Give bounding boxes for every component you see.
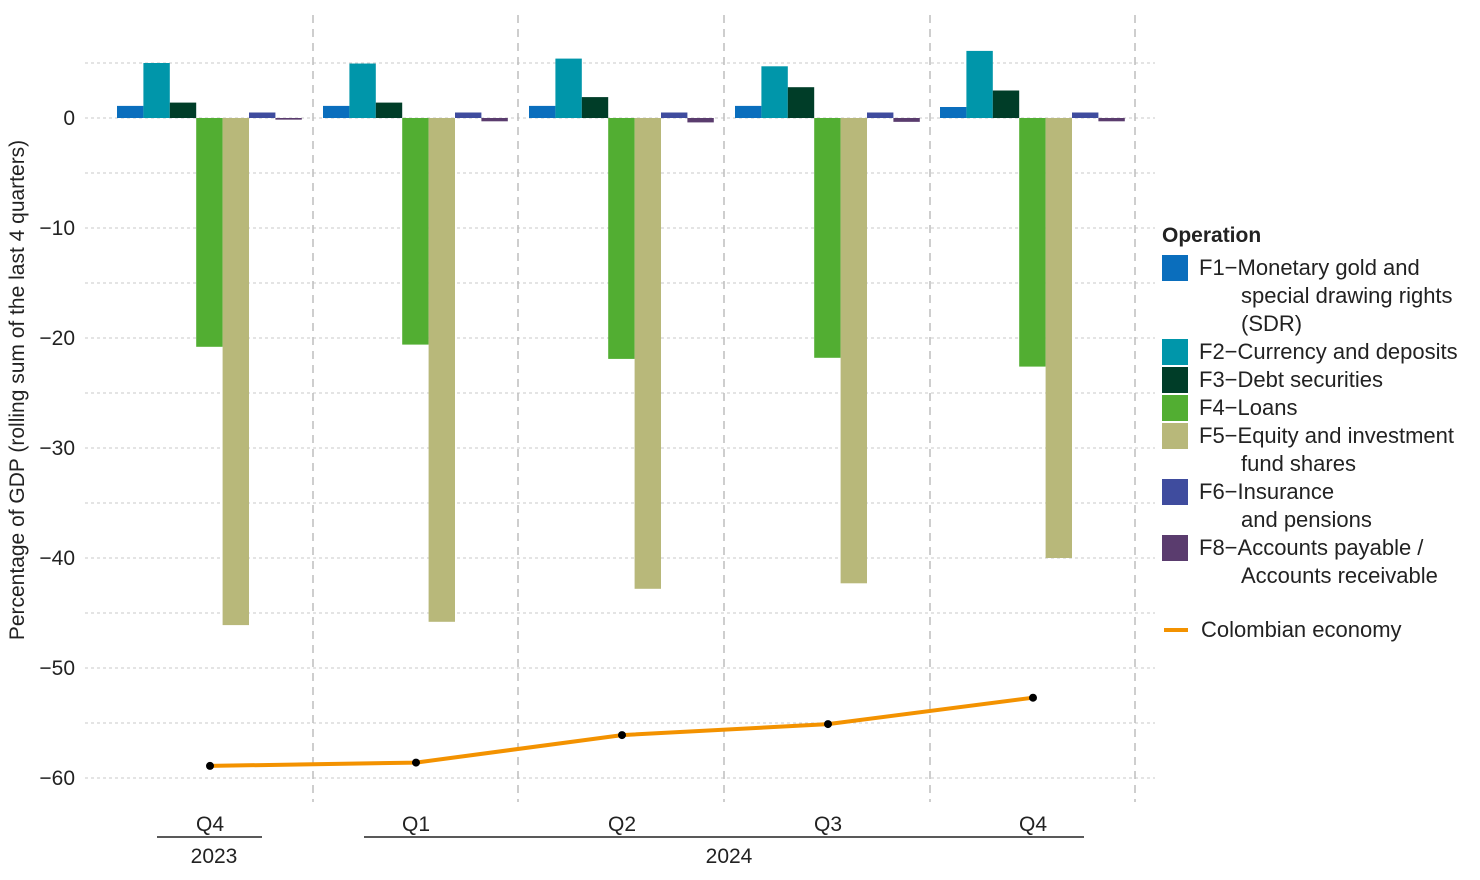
legend-label: Colombian economy [1201, 617, 1402, 642]
legend-label-line: special drawing rights [1241, 283, 1453, 308]
line-point [618, 731, 626, 740]
bar-f8 [481, 118, 508, 122]
legend-item: F3−Debt securities [1162, 366, 1458, 394]
legend-label-line: Accounts receivable [1241, 563, 1438, 588]
legend-label-line: (SDR) [1241, 311, 1303, 336]
legend-item: F6−Insurance and pensions [1162, 478, 1458, 534]
bar-f6 [249, 112, 276, 118]
bar-f6 [455, 112, 482, 118]
legend-label: F8−Accounts payable / Accounts receivable [1199, 534, 1438, 590]
legend-item: F4−Loans [1162, 394, 1458, 422]
x-tick-label: Q3 [814, 813, 842, 836]
bar-f2 [143, 63, 170, 118]
chart-plot: 0 −10 −20 −30 −40 −50 −60 Percentage of GDP (ro… [6, 15, 1155, 868]
legend-label: F1−Monetary gold and special drawing righ… [1199, 254, 1453, 338]
legend-label: F5−Equity and investment fund shares [1199, 422, 1454, 478]
legend-label-line: fund shares [1241, 451, 1356, 476]
legend-label-line: F2−Currency and deposits [1199, 339, 1458, 364]
legend-label: F4−Loans [1199, 394, 1297, 422]
legend-label-line: F5−Equity and investment [1199, 423, 1454, 448]
bar-f8 [275, 118, 302, 120]
legend-swatch [1162, 479, 1188, 505]
legend-title: Operation [1162, 224, 1262, 247]
y-tick-label: −50 [39, 657, 75, 680]
legend-label-line: and pensions [1241, 507, 1372, 532]
legend-item: F5−Equity and investment fund shares [1162, 422, 1458, 478]
bar-f5 [1045, 118, 1072, 558]
bar-f1 [735, 105, 762, 118]
bar-f5 [840, 118, 867, 584]
bar-f3 [787, 87, 815, 118]
bar-f3 [992, 90, 1020, 118]
bar-f8 [687, 118, 714, 123]
legend-swatch [1162, 255, 1188, 281]
legend-swatch [1162, 339, 1188, 365]
bar-f8 [893, 118, 920, 122]
x-tick-label: Q4 [196, 813, 224, 836]
legend-item-line: Colombian economy [1162, 616, 1458, 644]
y-tick-label: −60 [39, 767, 75, 790]
legend-label: F3−Debt securities [1199, 366, 1383, 394]
x-tick-label: Q1 [402, 813, 430, 836]
y-tick-label: −40 [39, 547, 75, 570]
legend-item: F2−Currency and deposits [1162, 338, 1458, 366]
legend-label-line: F3−Debt securities [1199, 367, 1384, 392]
bar-f3 [169, 102, 197, 118]
bar-f5 [428, 118, 455, 622]
y-axis-label: Percentage of GDP (rolling sum of the la… [6, 140, 29, 640]
year-label: 2023 [191, 845, 238, 868]
legend: Operation F1−Monetary gold and special dr… [1162, 224, 1458, 644]
legend-item: F1−Monetary gold and special drawing righ… [1162, 254, 1458, 338]
legend-label-line: F1−Monetary gold and [1199, 255, 1420, 280]
bar-f2 [349, 63, 376, 118]
legend-swatch [1162, 535, 1188, 561]
legend-label-line: F4−Loans [1199, 395, 1298, 420]
bar-f3 [581, 97, 609, 118]
legend-swatch [1162, 367, 1188, 393]
bar-f4 [1019, 118, 1046, 367]
line-point [206, 761, 214, 770]
bar-f4 [608, 118, 635, 359]
bar-f1 [117, 105, 144, 118]
bar-f5 [222, 118, 249, 626]
bar-f5 [634, 118, 661, 589]
bar-f1 [940, 107, 967, 118]
bar-f2 [555, 58, 582, 118]
legend-swatch [1162, 423, 1188, 449]
bar-f4 [196, 118, 223, 347]
legend-label: F2−Currency and deposits [1199, 338, 1458, 366]
bar-f2 [761, 66, 788, 118]
x-tick-label: Q4 [1019, 813, 1047, 836]
legend-label-line: F8−Accounts payable / [1199, 535, 1424, 560]
bar-f6 [867, 112, 894, 118]
bar-f6 [661, 112, 688, 118]
year-label: 2024 [706, 845, 753, 868]
legend-line-swatch [1164, 628, 1188, 632]
line-point [1029, 693, 1037, 702]
legend-item: F8−Accounts payable / Accounts receivable [1162, 534, 1458, 590]
legend-label-line: F6−Insurance [1199, 479, 1335, 504]
line-point [412, 758, 420, 767]
y-tick-label: −30 [39, 437, 75, 460]
bar-f1 [529, 105, 556, 118]
bar-f8 [1098, 118, 1125, 122]
bar-f4 [814, 118, 841, 358]
y-tick-label: −10 [39, 217, 75, 240]
bar-f2 [966, 50, 993, 118]
bar-f1 [323, 105, 350, 118]
line-point [824, 720, 832, 729]
y-tick-label: −20 [39, 327, 75, 350]
x-tick-label: Q2 [608, 813, 636, 836]
bar-f6 [1072, 112, 1099, 118]
bar-f4 [402, 118, 429, 345]
bar-f3 [375, 102, 403, 118]
legend-label: F6−Insurance and pensions [1199, 478, 1372, 534]
legend-swatch [1162, 395, 1188, 421]
y-tick-label: 0 [63, 107, 75, 130]
